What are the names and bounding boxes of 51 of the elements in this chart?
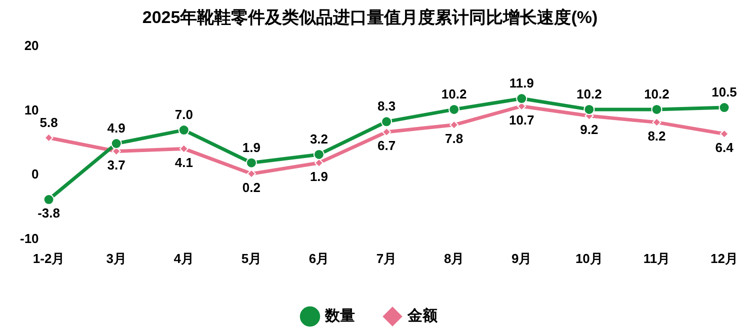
x-tick-label: 4月 (174, 250, 194, 266)
x-tick-label: 3月 (106, 250, 126, 266)
point (381, 116, 392, 128)
data-label: 8.3 (377, 98, 396, 114)
data-label: 11.9 (509, 76, 534, 91)
x-tick-label: 8月 (444, 250, 464, 266)
y-tick-label: 10 (24, 102, 39, 118)
point (448, 104, 460, 115)
x-tick-label: 7月 (376, 250, 397, 266)
x-tick-label: 9月 (512, 250, 532, 266)
data-label: 7.0 (174, 107, 193, 122)
data-label: 3.2 (310, 132, 328, 147)
data-label: 10.2 (644, 86, 670, 102)
point (178, 124, 190, 136)
point (110, 138, 122, 150)
data-label: 4.1 (174, 154, 193, 170)
legend-label: 数量 (324, 308, 355, 325)
x-tick-label: 1-2月 (32, 250, 65, 266)
chart-title: 2025年靴鞋零件及类似品进口量值月度累计同比增长速度(%) (142, 8, 598, 27)
y-tick-label: 0 (32, 166, 39, 182)
data-label: 3.7 (107, 157, 126, 172)
data-label: 6.7 (377, 138, 396, 154)
data-label: 5.8 (40, 114, 58, 130)
x-tick-label: 12月 (710, 250, 738, 266)
y-tick-label: 20 (24, 38, 39, 53)
y-tick-label: -10 (20, 230, 39, 246)
legend-label: 金额 (406, 306, 438, 325)
data-label: 10.2 (576, 86, 602, 102)
point (651, 104, 662, 115)
x-tick-label: 5月 (241, 250, 262, 266)
point (246, 157, 257, 168)
data-label: 10.7 (508, 112, 534, 128)
point (718, 102, 730, 114)
data-label: 10.2 (441, 86, 467, 102)
x-tick-label: 11月 (643, 250, 670, 266)
data-label: 1.9 (242, 140, 260, 155)
data-label: 9.2 (580, 122, 598, 137)
point (516, 93, 528, 104)
x-tick-label: 6月 (308, 250, 330, 266)
data-label: 1.9 (310, 168, 328, 184)
data-label: 7.8 (445, 130, 464, 146)
data-label: 0.2 (242, 180, 260, 195)
point (584, 104, 595, 115)
x-tick-label: 10月 (575, 250, 603, 266)
data-label: 4.9 (107, 120, 126, 136)
data-label: 8.2 (648, 128, 666, 144)
data-label: 10.5 (712, 84, 737, 100)
data-label: -3.8 (38, 206, 60, 221)
point (43, 194, 54, 206)
point (313, 148, 324, 160)
data-label: 6.4 (715, 140, 734, 155)
